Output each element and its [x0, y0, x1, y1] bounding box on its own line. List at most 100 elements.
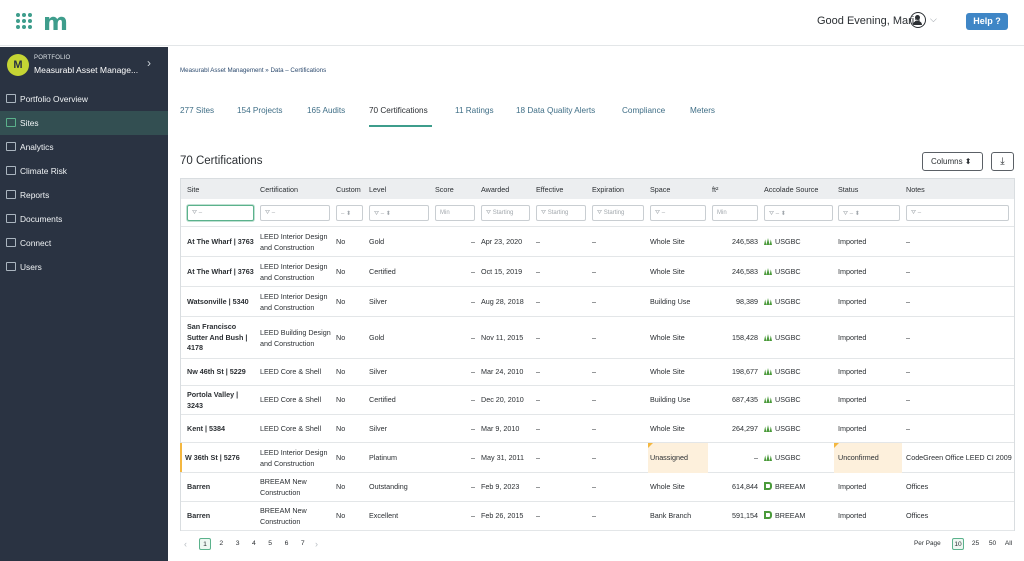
tab-11-ratings[interactable]: 11 Ratings: [455, 106, 494, 115]
sidebar-item-connect[interactable]: Connect: [0, 231, 168, 255]
table-row[interactable]: Kent | 5384 LEED Core & Shell No Silver – Mar…: [181, 415, 1014, 443]
column-header[interactable]: Notes: [906, 185, 925, 194]
page-3-button[interactable]: 3: [235, 540, 240, 547]
cell-level: Silver: [369, 367, 387, 376]
chevron-right-icon[interactable]: ›: [147, 56, 151, 70]
sidebar-item-users[interactable]: Users: [0, 255, 168, 279]
custom-filter-select[interactable]: – ⬍: [336, 205, 363, 221]
cell-custom: No: [336, 511, 346, 520]
table-header: Site Certification Custom Level Score Awarded…: [181, 179, 1014, 199]
tab-18-data-quality-alerts[interactable]: 18 Data Quality Alerts: [516, 106, 596, 115]
sidebar-item-portfolio-overview[interactable]: Portfolio Overview: [0, 87, 168, 111]
cell-certification: LEED Interior Design and Construction: [260, 448, 328, 468]
app-grid-icon[interactable]: [16, 13, 33, 30]
breadcrumb[interactable]: Measurabl Asset Management » Data – Cert…: [180, 67, 327, 74]
sidebar-item-sites[interactable]: Sites: [0, 111, 168, 135]
cell-site: At The Wharf | 3763: [187, 267, 254, 276]
cell-expiration: –: [592, 267, 596, 276]
chevron-down-icon[interactable]: ⌵: [930, 14, 937, 24]
column-header[interactable]: Space: [650, 185, 671, 194]
table-row[interactable]: Watsonville | 5340 LEED Interior Design a…: [181, 287, 1014, 317]
space-filter-input[interactable]: ⛛ –: [650, 205, 706, 221]
tab-compliance[interactable]: Compliance: [622, 106, 666, 115]
overview-icon: [6, 94, 16, 103]
tab-70-certifications[interactable]: 70 Certifications: [369, 106, 428, 115]
column-header[interactable]: Awarded: [481, 185, 510, 194]
awarded-filter-input[interactable]: ⛛ Starting: [481, 205, 530, 221]
table-row[interactable]: San Francisco Sutter And Bush | 4178 LEED…: [181, 317, 1014, 359]
tab-154-projects[interactable]: 154 Projects: [237, 106, 283, 115]
cell-effective: –: [536, 367, 540, 376]
per-page-all-option[interactable]: All: [1004, 540, 1013, 547]
column-header[interactable]: Custom: [336, 185, 361, 194]
per-page-10-option[interactable]: 10: [952, 538, 964, 550]
cell-notes: –: [906, 424, 910, 433]
tab-meters[interactable]: Meters: [690, 106, 716, 115]
score-min-input[interactable]: Min: [435, 205, 475, 221]
column-header[interactable]: Score: [435, 185, 454, 194]
cell-effective: –: [536, 237, 540, 246]
ft2-min-input[interactable]: Min: [712, 205, 758, 221]
next-page-button[interactable]: ›: [315, 539, 318, 549]
cell-status: Imported: [838, 482, 867, 491]
certification-filter-input[interactable]: ⛛ –: [260, 205, 330, 221]
help-button[interactable]: Help ?: [966, 13, 1008, 30]
user-account-icon[interactable]: [910, 12, 926, 28]
sidebar-item-climate-risk[interactable]: Climate Risk: [0, 159, 168, 183]
table-row[interactable]: At The Wharf | 3763 LEED Interior Design …: [181, 257, 1014, 287]
source-label: USGBC: [775, 237, 801, 246]
cell-score: –: [471, 511, 475, 520]
column-header[interactable]: Site: [187, 185, 200, 194]
column-header[interactable]: Accolade Source: [764, 185, 819, 194]
column-header[interactable]: Certification: [260, 185, 298, 194]
column-header[interactable]: Expiration: [592, 185, 624, 194]
page-7-button[interactable]: 7: [300, 540, 305, 547]
cell-site: Portola Valley | 3243: [187, 390, 239, 410]
cell-status: Imported: [838, 367, 867, 376]
column-header[interactable]: Effective: [536, 185, 564, 194]
table-row[interactable]: W 36th St | 5276 LEED Interior Design and…: [180, 443, 1014, 473]
connect-icon: [6, 238, 16, 247]
table-row[interactable]: Barren BREEAM New Construction No Outstandi…: [181, 473, 1014, 502]
source-label: USGBC: [775, 367, 801, 376]
cell-custom: No: [336, 395, 346, 404]
sidebar-item-analytics[interactable]: Analytics: [0, 135, 168, 159]
cell-score: –: [471, 237, 475, 246]
cell-custom: No: [336, 237, 346, 246]
status-filter-select[interactable]: ⛛ – ⬍: [838, 205, 900, 221]
cell-expiration: –: [592, 511, 596, 520]
site-filter-input[interactable]: ⛛ –: [187, 205, 254, 221]
sidebar-item-documents[interactable]: Documents: [0, 207, 168, 231]
page-1-button[interactable]: 1: [199, 538, 211, 550]
level-filter-select[interactable]: ⛛ – ⬍: [369, 205, 429, 221]
download-icon[interactable]: ⤓: [991, 152, 1014, 171]
column-header[interactable]: ft²: [712, 185, 719, 194]
table-row[interactable]: Portola Valley | 3243 LEED Core & Shell No…: [181, 386, 1014, 415]
page-6-button[interactable]: 6: [284, 540, 289, 547]
measurabl-logo[interactable]: m: [43, 8, 69, 36]
columns-button[interactable]: Columns ⬍: [922, 152, 983, 171]
sidebar-item-reports[interactable]: Reports: [0, 183, 168, 207]
prev-page-button[interactable]: ‹: [184, 539, 187, 549]
column-header[interactable]: Level: [369, 185, 387, 194]
table-row[interactable]: At The Wharf | 3763 LEED Interior Design …: [181, 227, 1014, 257]
expiration-filter-input[interactable]: ⛛ Starting: [592, 205, 644, 221]
notes-filter-input[interactable]: ⛛ –: [906, 205, 1009, 221]
table-row[interactable]: Nw 46th St | 5229 LEED Core & Shell No Silv…: [181, 359, 1014, 386]
per-page-25-option[interactable]: 25: [971, 540, 980, 547]
column-header[interactable]: Status: [838, 185, 859, 194]
per-page-50-option[interactable]: 50: [988, 540, 997, 547]
documents-icon: [6, 214, 16, 223]
tab-165-audits[interactable]: 165 Audits: [307, 106, 346, 115]
effective-filter-input[interactable]: ⛛ Starting: [536, 205, 586, 221]
cell-status: Imported: [838, 297, 867, 306]
cell-certification: LEED Building Design and Construction: [260, 328, 331, 348]
portfolio-switcher[interactable]: M PORTFOLIO Measurabl Asset Manage... ›: [0, 47, 168, 85]
tab-277-sites[interactable]: 277 Sites: [180, 106, 215, 115]
cell-space: Whole Site: [650, 482, 685, 491]
table-row[interactable]: Barren BREEAM New Construction No Excellent…: [181, 502, 1014, 531]
page-5-button[interactable]: 5: [268, 540, 273, 547]
page-2-button[interactable]: 2: [219, 540, 224, 547]
page-4-button[interactable]: 4: [252, 540, 256, 547]
source-filter-select[interactable]: ⛛ – ⬍: [764, 205, 833, 221]
